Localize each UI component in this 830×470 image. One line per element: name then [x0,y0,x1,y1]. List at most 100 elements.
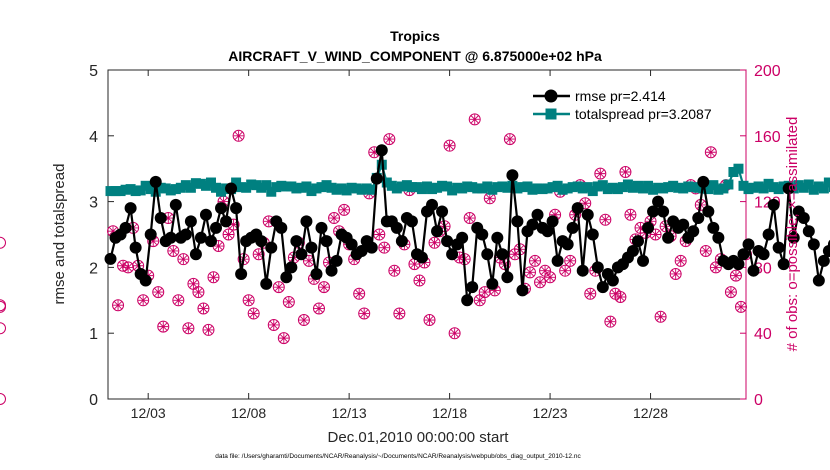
obs-point-circle [544,271,557,284]
rmse-point [747,264,760,277]
obs-point-circle [182,322,195,335]
rmse-point [566,221,579,234]
obs-point-circle [0,300,6,313]
obs-point-cross [253,249,264,260]
x-tick-label: 12/28 [633,405,668,421]
rmse-point [506,169,519,182]
obs-point-circle [594,167,607,180]
y-left-tick-label: 0 [89,392,98,409]
rmse-point [290,235,303,248]
obs-point-circle [297,314,310,327]
obs-point-cross [208,272,219,283]
obs-point-circle [112,299,125,312]
rmse-point [215,202,228,215]
obs-point-cross [700,245,711,256]
totalspread-point [266,186,277,197]
rmse-point [762,228,775,241]
rmse-point [285,261,298,274]
obs-point [383,133,396,146]
y-axis-left: 0 1 2 3 4 5 [89,63,114,409]
obs-point [393,307,406,320]
totalspread-point [482,181,493,192]
totalspread-point [562,183,573,194]
obs-point [247,307,260,320]
totalspread-point [231,177,242,188]
obs-point-cross [369,147,380,158]
y-left-tick-label: 5 [89,63,98,80]
obs-point-circle [252,248,265,261]
rmse-point [275,221,288,234]
rmse-point [169,198,182,211]
rmse-point [210,221,223,234]
obs-point-cross [223,229,234,240]
obs-point-circle [0,393,6,405]
obs-point-circle [428,236,441,249]
obs-point-cross [449,328,460,339]
obs-point-circle [117,259,130,272]
rmse-point [591,261,604,274]
obs-point-cross [319,282,330,293]
obs-point [604,315,617,328]
obs-point-circle [699,244,712,257]
totalspread-point [396,181,407,192]
totalspread-point [286,181,297,192]
y-left-tick-label: 4 [89,129,98,146]
totalspread-point [175,182,186,193]
rmse-point [305,241,318,254]
obs-point-cross [469,114,480,125]
rmse-point [220,215,233,228]
totalspread-point [632,180,643,191]
obs-point-cross [560,265,571,276]
rmse-point [606,274,619,287]
rmse-point [491,231,504,244]
totalspread-point [627,182,638,193]
obs-point-cross [233,130,244,141]
obs-point [0,394,6,405]
rmse-point [812,274,825,287]
obs-point-cross [489,285,500,296]
rmse-point [260,277,273,290]
totalspread-point [572,181,583,192]
obs-point [468,113,481,126]
obs-point-cross [228,219,239,230]
rmse-point [657,205,670,218]
legend-spread-label: totalspread pr=3.2087 [575,106,712,122]
obs-point-cross [474,295,485,306]
obs-point-cross [354,288,365,299]
obs-point-cross [550,209,561,220]
obs-point [182,322,195,335]
chart-title: Tropics [390,28,440,44]
obs-point-cross [138,295,149,306]
obs-point-cross [655,311,666,322]
totalspread-point [663,182,674,193]
rmse-point [310,267,323,280]
rmse-point [501,271,514,284]
obs-point-cross [735,301,746,312]
totalspread-point [130,186,141,197]
obs-point [0,237,6,249]
x-tick-label: 12/03 [131,405,166,421]
obs-point-circle [167,244,180,257]
totalspread-point [336,183,347,194]
obs-point [503,133,516,146]
obs-point-circle [724,286,737,299]
x-tick-label: 12/08 [231,405,266,421]
obs-point-circle [232,129,245,142]
rmse-point [561,238,574,251]
rmse-point [456,231,469,244]
obs-point [172,294,185,307]
obs-point-cross [313,303,324,314]
rmse-point [787,231,800,244]
obs-point-cross [615,292,626,303]
y-left-tick-label: 3 [89,195,98,212]
obs-point [272,281,285,294]
totalspread-point [472,183,483,194]
obs-point [177,253,190,266]
obs-point-circle [604,315,617,328]
obs-point [187,277,200,290]
obs-point [277,332,290,345]
totalspread-point [773,184,784,195]
obs-point [423,314,436,327]
obs-point-cross [530,255,541,266]
totalspread-point [617,182,628,193]
